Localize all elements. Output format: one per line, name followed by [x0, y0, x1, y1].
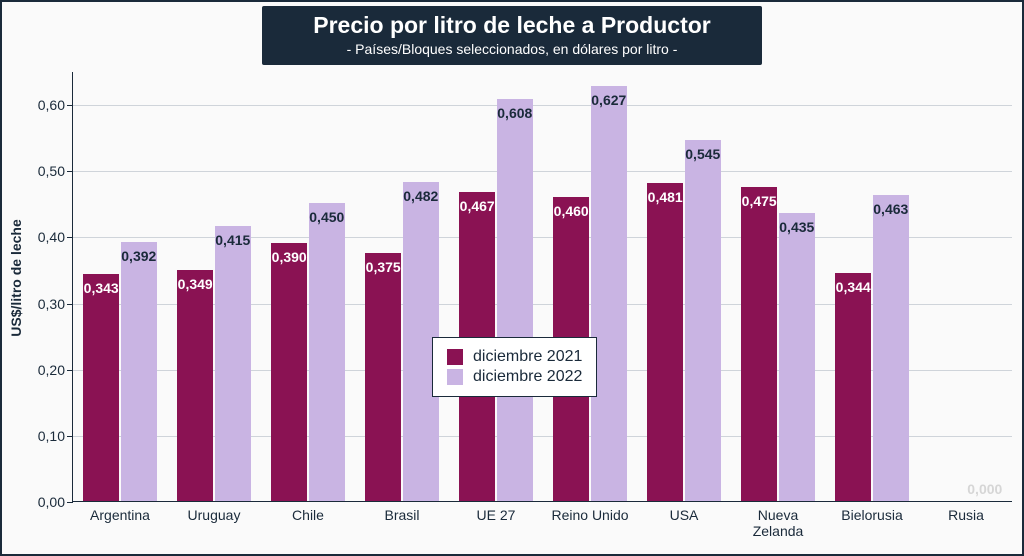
bar-value-label: 0,463 [873, 201, 908, 217]
legend-item: diciembre 2021 [447, 348, 582, 366]
y-tick-mark [67, 502, 73, 503]
bar-value-label: 0,000 [967, 481, 1002, 497]
bar: 0,435 [779, 213, 815, 501]
bar-value-label: 0,481 [648, 189, 683, 205]
bar-value-label: 0,482 [403, 188, 438, 204]
bar-value-label: 0,475 [742, 193, 777, 209]
bar-group: Uruguay0,3490,415 [167, 72, 261, 501]
legend: diciembre 2021 diciembre 2022 [432, 337, 597, 397]
chart-frame: Precio por litro de leche a Productor - … [0, 0, 1024, 556]
y-tick-label: 0,60 [38, 97, 65, 113]
bar-value-label: 0,450 [309, 209, 344, 225]
y-tick-label: 0,40 [38, 229, 65, 245]
bar-group: Brasil0,3750,482 [355, 72, 449, 501]
legend-label: diciembre 2021 [473, 348, 582, 366]
x-category-label: Reino Unido [543, 507, 637, 523]
bar: 0,450 [309, 203, 345, 501]
bar-value-label: 0,343 [84, 280, 119, 296]
x-category-label: Uruguay [167, 507, 261, 523]
bar: 0,415 [215, 226, 251, 501]
bar-value-label: 0,415 [215, 232, 250, 248]
y-tick-label: 0,20 [38, 362, 65, 378]
x-category-label: NuevaZelanda [731, 507, 825, 539]
bar: 0,390 [271, 243, 307, 501]
chart-subtitle: - Países/Bloques seleccionados, en dólar… [262, 41, 762, 57]
x-category-label: USA [637, 507, 731, 523]
legend-swatch [447, 369, 463, 385]
bar-group: Argentina0,3430,392 [73, 72, 167, 501]
bar: 0,627 [591, 86, 627, 501]
y-tick-label: 0,50 [38, 163, 65, 179]
bar: 0,545 [685, 140, 721, 501]
bar-value-label: 0,375 [366, 259, 401, 275]
bar: 0,608 [497, 99, 533, 501]
bar-value-label: 0,608 [497, 105, 532, 121]
bar-value-label: 0,545 [685, 146, 720, 162]
title-box: Precio por litro de leche a Productor - … [262, 6, 762, 65]
bar: 0,475 [741, 187, 777, 501]
bar-value-label: 0,460 [554, 203, 589, 219]
bar: 0,375 [365, 253, 401, 501]
bar-group: Rusia0,000 [919, 72, 1013, 501]
bar-group: UE 270,4670,608 [449, 72, 543, 501]
bar-group: Bielorusia0,3440,463 [825, 72, 919, 501]
bar: 0,481 [647, 183, 683, 501]
y-tick-label: 0,30 [38, 296, 65, 312]
bar-group: USA0,4810,545 [637, 72, 731, 501]
bar-group: Reino Unido0,4600,627 [543, 72, 637, 501]
bar-value-label: 0,435 [779, 219, 814, 235]
legend-item: diciembre 2022 [447, 368, 582, 386]
bar-value-label: 0,349 [178, 276, 213, 292]
x-category-label: UE 27 [449, 507, 543, 523]
y-axis-title: US$/litro de leche [8, 219, 24, 336]
bar-value-label: 0,344 [836, 279, 871, 295]
x-category-label: Chile [261, 507, 355, 523]
y-tick-label: 0,00 [38, 494, 65, 510]
bar: 0,463 [873, 195, 909, 501]
bar-value-label: 0,392 [121, 248, 156, 264]
bar: 0,349 [177, 270, 213, 501]
bar: 0,344 [835, 273, 871, 501]
x-category-label: Bielorusia [825, 507, 919, 523]
bar-value-label: 0,390 [272, 249, 307, 265]
bar: 0,343 [83, 274, 119, 501]
bar-value-label: 0,467 [460, 198, 495, 214]
chart-title: Precio por litro de leche a Productor [262, 12, 762, 39]
bar-value-label: 0,627 [591, 92, 626, 108]
legend-label: diciembre 2022 [473, 368, 582, 386]
x-category-label: Argentina [73, 507, 167, 523]
y-tick-label: 0,10 [38, 428, 65, 444]
plot-area: 0,000,100,200,300,400,500,60Argentina0,3… [72, 72, 1012, 502]
legend-swatch [447, 349, 463, 365]
bar: 0,392 [121, 242, 157, 501]
x-category-label: Brasil [355, 507, 449, 523]
bar-group: NuevaZelanda0,4750,435 [731, 72, 825, 501]
x-category-label: Rusia [919, 507, 1013, 523]
bar-group: Chile0,3900,450 [261, 72, 355, 501]
